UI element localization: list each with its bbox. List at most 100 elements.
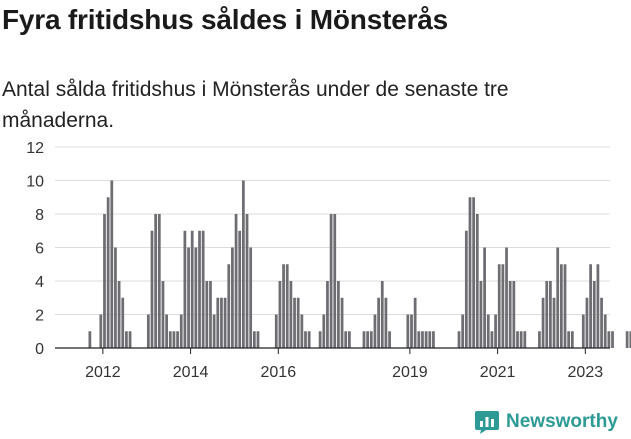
bar [549,281,552,348]
bar [432,331,435,348]
bar [421,331,424,348]
bar [607,331,611,348]
bar [369,331,373,348]
bar [209,281,212,348]
y-tick-label: 8 [35,207,44,224]
bar [501,264,505,348]
bar [629,331,631,348]
bar [216,297,220,348]
bar [114,247,117,348]
bar [293,297,296,348]
bar [475,214,479,348]
bar [461,314,465,348]
bar [99,314,103,348]
bar [512,281,516,348]
brand-logo: Newsworthy [474,406,618,438]
bar [625,331,629,348]
bar [249,247,253,348]
x-tick-label: 2016 [261,364,297,381]
bar [165,314,168,348]
bar [479,281,483,348]
bar [278,281,282,348]
bar [567,331,571,348]
bar [592,281,596,348]
newsworthy-logo-icon [475,411,499,434]
bar [318,331,322,348]
bar [285,264,289,348]
bar [486,314,490,348]
bar [457,331,461,348]
bar [344,331,348,348]
bar [307,331,311,348]
x-axis-ticks: 2012201420162019202120232025 [85,348,603,381]
bar [483,247,486,348]
bar [220,297,223,348]
bar [428,331,432,348]
bar [563,264,567,348]
bar [596,264,600,348]
bar [176,331,179,348]
bar [329,214,333,348]
y-tick-label: 2 [35,308,44,325]
bar [611,331,614,348]
bar [538,331,541,348]
bar [205,281,209,348]
y-tick-label: 10 [26,174,44,191]
bar [464,230,468,348]
bar [121,297,125,348]
bar [373,314,377,348]
bar [296,297,300,348]
bar [201,230,205,348]
y-tick-label: 12 [26,140,44,157]
bar [282,264,285,348]
bar [556,247,560,348]
bar [125,331,128,348]
bar [472,197,476,348]
bar [380,281,384,348]
bar [600,297,603,348]
bar [468,197,472,348]
bar [154,214,158,348]
bar [494,314,497,348]
bar [388,331,391,348]
bar [362,331,366,348]
bar [179,314,183,348]
bar [348,331,351,348]
bar [406,314,410,348]
bar [88,331,92,348]
bar [256,331,260,348]
bars [88,180,631,348]
bar [516,331,519,348]
bar [552,297,556,348]
bar [227,264,231,348]
bar [128,331,132,348]
bar [519,331,523,348]
bar [223,297,227,348]
bar [384,297,388,348]
bar [198,230,201,348]
bar [106,197,110,348]
bar [589,264,592,348]
bar [238,230,242,348]
bar [194,247,198,348]
bar [157,214,161,348]
bar [212,314,216,348]
y-tick-label: 4 [35,274,44,291]
bar [337,281,340,348]
bar [377,297,380,348]
bar [417,331,421,348]
bar [570,331,574,348]
bar [326,281,329,348]
bar [234,214,238,348]
bar [289,281,293,348]
bar [245,214,249,348]
chart-title: Fyra fritidshus såldes i Mönsterås [2,4,449,35]
bar [545,281,549,348]
bar [274,314,278,348]
bar [231,247,234,348]
x-tick-label: 2014 [173,364,209,381]
bar [559,264,563,348]
bar [410,314,413,348]
bar [103,214,106,348]
